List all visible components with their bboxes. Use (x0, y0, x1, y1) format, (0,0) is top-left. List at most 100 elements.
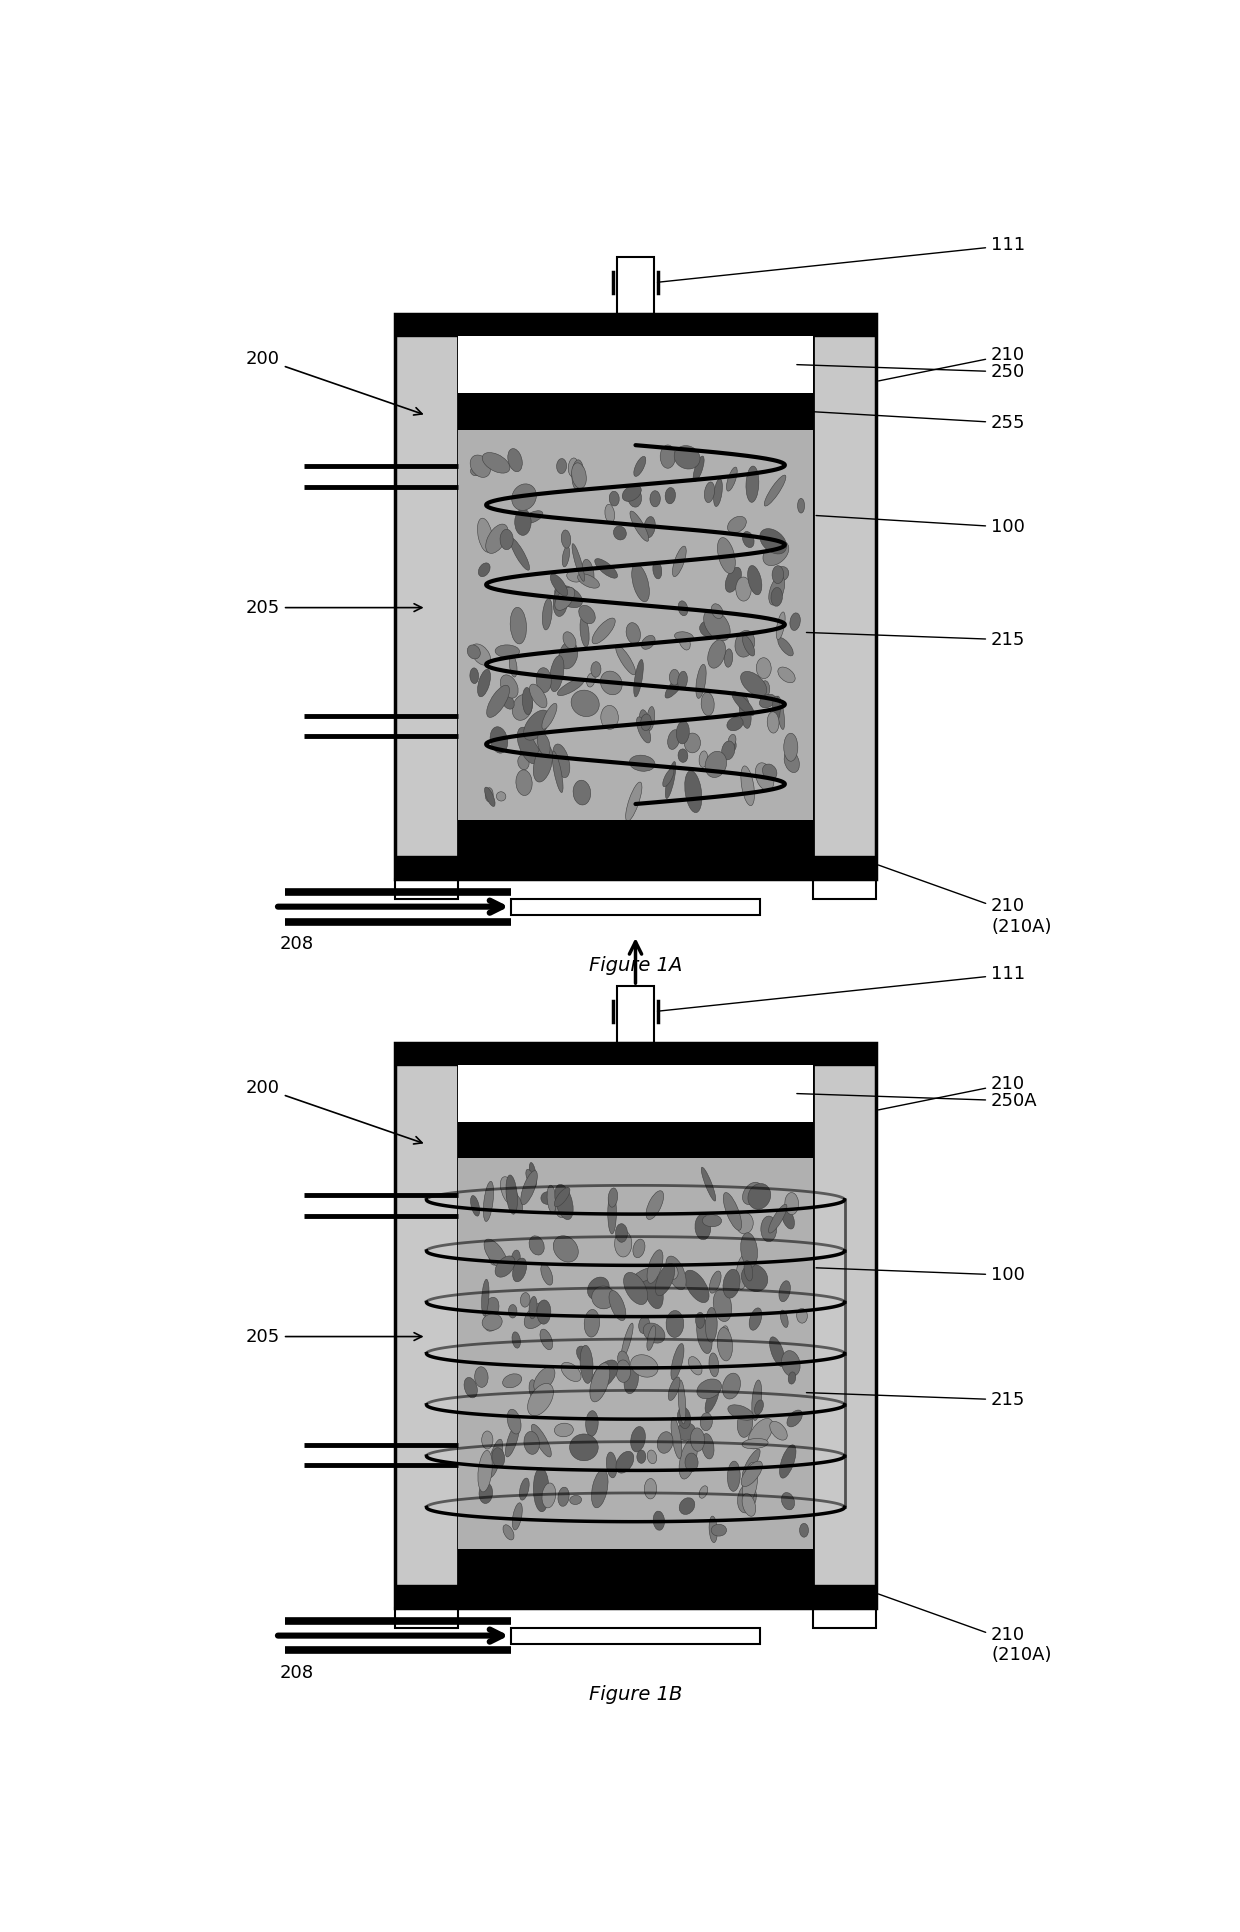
Bar (813, 1607, 875, 1627)
Ellipse shape (490, 726, 507, 753)
Ellipse shape (573, 781, 590, 806)
Ellipse shape (718, 1325, 729, 1352)
Ellipse shape (728, 1461, 740, 1492)
Ellipse shape (500, 529, 513, 551)
Ellipse shape (671, 1343, 684, 1379)
Ellipse shape (591, 618, 615, 643)
Ellipse shape (755, 763, 774, 790)
Ellipse shape (680, 1439, 697, 1480)
Ellipse shape (529, 1296, 537, 1320)
Text: 250: 250 (797, 363, 1025, 381)
Ellipse shape (691, 1428, 704, 1451)
Text: 200: 200 (246, 350, 422, 415)
Ellipse shape (744, 1260, 753, 1281)
Ellipse shape (696, 665, 706, 697)
Ellipse shape (523, 711, 549, 740)
Ellipse shape (672, 547, 686, 576)
Ellipse shape (676, 721, 689, 744)
Ellipse shape (769, 576, 785, 605)
Ellipse shape (699, 752, 708, 767)
Ellipse shape (608, 1192, 616, 1235)
Ellipse shape (495, 645, 520, 657)
Ellipse shape (559, 641, 578, 668)
Ellipse shape (572, 543, 584, 582)
Ellipse shape (697, 1379, 722, 1399)
Ellipse shape (552, 752, 563, 792)
Ellipse shape (522, 688, 532, 715)
Ellipse shape (506, 1424, 520, 1457)
Text: 205: 205 (246, 1327, 422, 1345)
Ellipse shape (569, 1495, 582, 1505)
Text: 111: 111 (657, 966, 1025, 1010)
Ellipse shape (780, 1445, 796, 1478)
Ellipse shape (600, 670, 622, 696)
Ellipse shape (732, 692, 754, 715)
Ellipse shape (562, 1362, 582, 1381)
Bar (511, 898, 760, 914)
Ellipse shape (737, 1213, 753, 1235)
Ellipse shape (706, 1383, 719, 1412)
Ellipse shape (477, 1451, 492, 1492)
Bar (458, 1159, 813, 1549)
Ellipse shape (759, 694, 776, 707)
Ellipse shape (632, 1238, 645, 1258)
Ellipse shape (479, 1482, 492, 1503)
Ellipse shape (631, 1426, 645, 1453)
Bar (396, 879, 458, 898)
Bar (396, 1607, 458, 1627)
Ellipse shape (702, 1215, 722, 1227)
Ellipse shape (743, 1182, 761, 1204)
Ellipse shape (631, 1354, 658, 1378)
Ellipse shape (475, 1366, 489, 1387)
Ellipse shape (650, 491, 661, 506)
Ellipse shape (706, 1308, 717, 1343)
Ellipse shape (608, 1188, 618, 1208)
Ellipse shape (760, 529, 786, 554)
Ellipse shape (742, 1461, 763, 1486)
Ellipse shape (706, 752, 727, 777)
Ellipse shape (640, 709, 649, 732)
Ellipse shape (536, 668, 552, 692)
Ellipse shape (647, 1325, 656, 1350)
Ellipse shape (748, 1418, 773, 1449)
Ellipse shape (639, 1316, 650, 1333)
Ellipse shape (777, 638, 794, 655)
Ellipse shape (787, 1410, 802, 1428)
Ellipse shape (529, 723, 549, 755)
Text: 111: 111 (657, 236, 1025, 282)
Ellipse shape (677, 1406, 691, 1428)
Ellipse shape (614, 526, 626, 539)
Ellipse shape (641, 636, 655, 649)
Ellipse shape (796, 1308, 807, 1323)
Ellipse shape (647, 1451, 657, 1464)
Ellipse shape (542, 1484, 556, 1507)
Ellipse shape (770, 1337, 785, 1366)
Bar (396, 313, 875, 879)
Ellipse shape (694, 1213, 711, 1240)
Ellipse shape (495, 1256, 515, 1277)
Ellipse shape (666, 1310, 683, 1337)
Ellipse shape (780, 1310, 789, 1327)
Ellipse shape (539, 1329, 553, 1350)
Ellipse shape (748, 1184, 771, 1209)
Ellipse shape (790, 612, 800, 630)
Ellipse shape (728, 740, 737, 752)
Ellipse shape (784, 734, 797, 761)
Bar (396, 856, 875, 879)
Ellipse shape (668, 1378, 680, 1401)
Ellipse shape (739, 694, 751, 728)
Ellipse shape (508, 448, 522, 471)
Ellipse shape (510, 537, 529, 570)
Text: 100: 100 (816, 1265, 1025, 1285)
Ellipse shape (591, 1360, 618, 1389)
Ellipse shape (547, 1184, 557, 1213)
Bar (511, 1627, 760, 1644)
Ellipse shape (702, 1434, 714, 1459)
Ellipse shape (764, 475, 786, 506)
Ellipse shape (742, 1439, 768, 1449)
Ellipse shape (636, 717, 651, 744)
Bar (813, 1043, 875, 1607)
Ellipse shape (725, 568, 742, 593)
Ellipse shape (709, 1352, 719, 1378)
Ellipse shape (482, 1314, 502, 1331)
